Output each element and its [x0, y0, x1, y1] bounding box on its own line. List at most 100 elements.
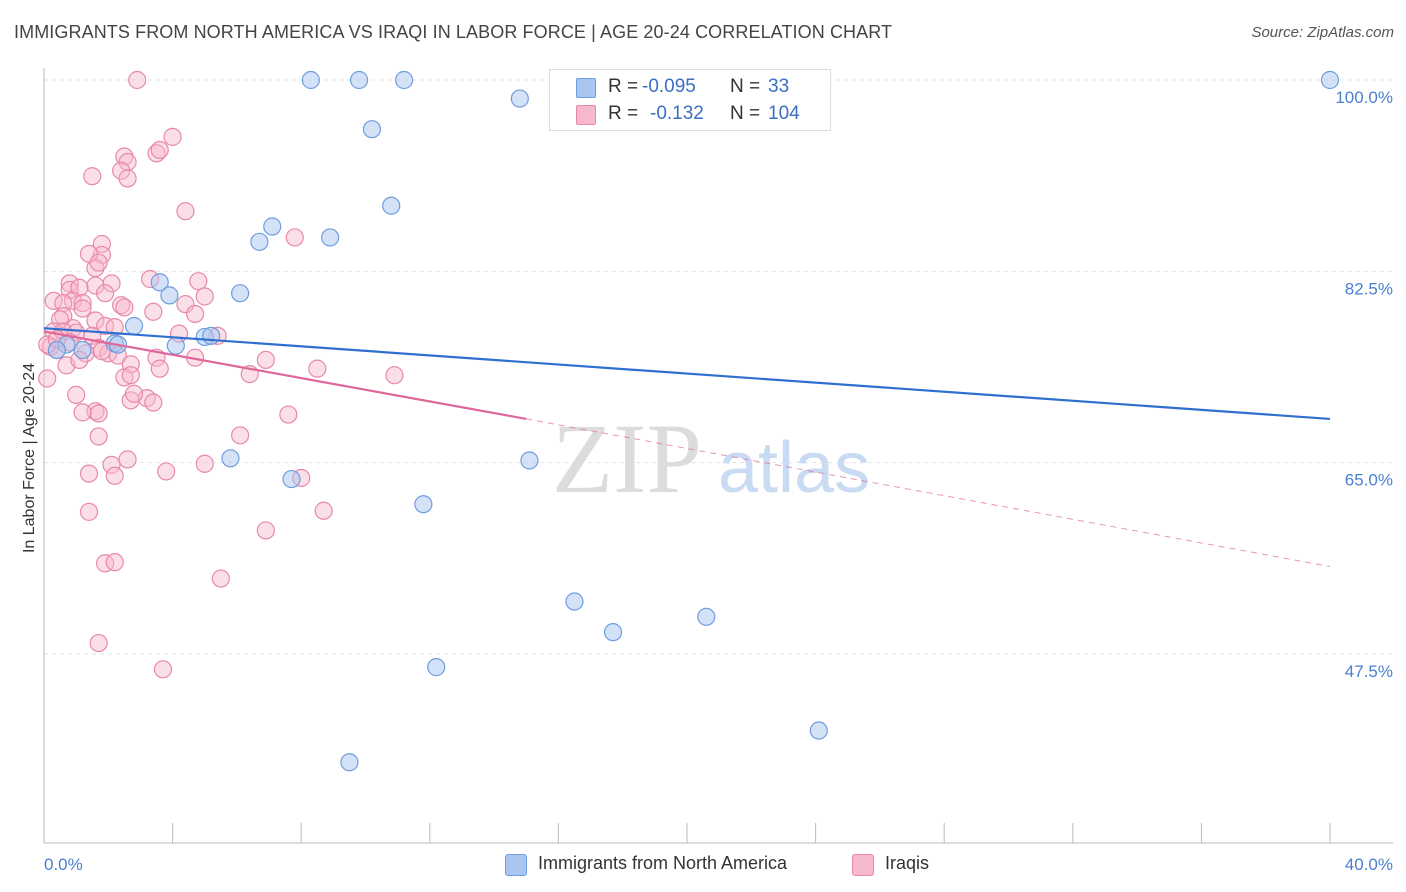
data-point-north-america [221, 449, 240, 468]
legend-n-value: 33 [768, 76, 790, 97]
data-point-iraqis [102, 274, 121, 293]
x-tick-label: 0.0% [44, 855, 83, 874]
legend-r-label: R = [608, 76, 639, 97]
data-point-north-america [427, 658, 446, 677]
y-tick-label: 82.5% [1345, 279, 1393, 298]
data-point-iraqis [256, 521, 275, 540]
data-point-iraqis [163, 127, 182, 146]
series-north-america-points [47, 70, 1340, 772]
data-point-iraqis [89, 253, 108, 272]
data-point-north-america [160, 286, 179, 305]
data-point-iraqis [256, 350, 275, 369]
tick-labels: 47.5% 65.0% 82.5% 100.0% 0.0% 40.0% [44, 88, 1393, 874]
legend-swatch-blue [576, 78, 596, 98]
data-point-iraqis [86, 311, 105, 330]
axes [43, 68, 1393, 844]
data-point-north-america [340, 753, 359, 772]
data-point-north-america [150, 273, 169, 292]
trend-line-north-america [43, 327, 1331, 421]
data-point-north-america [414, 495, 433, 514]
data-point-north-america [394, 70, 414, 90]
data-point-north-america [47, 340, 66, 360]
data-point-iraqis [385, 366, 404, 385]
data-point-iraqis [54, 307, 73, 326]
bottom-legend-label: Immigrants from North America [538, 853, 788, 873]
data-point-iraqis [147, 144, 166, 163]
y-axis-label: In Labor Force | Age 20-24 [21, 363, 38, 553]
watermark: ZIP atlas [552, 403, 870, 514]
data-point-iraqis [79, 502, 99, 521]
data-point-iraqis [112, 296, 131, 315]
data-point-iraqis [157, 462, 176, 481]
legend-r-label: R = [608, 103, 639, 124]
data-point-iraqis [144, 302, 163, 321]
data-point-iraqis [308, 359, 327, 378]
source-credit: Source: ZipAtlas.com [1251, 24, 1394, 41]
legend-row-iraqis: R = -0.132 N = 104 [550, 101, 830, 127]
correlation-legend: R = -0.095 N = 33 R = -0.132 N = 104 [549, 69, 831, 131]
bottom-legend-swatch-pink [852, 854, 874, 876]
data-point-north-america [202, 326, 221, 345]
y-tick-label: 47.5% [1345, 662, 1393, 681]
data-point-iraqis [211, 569, 230, 588]
data-point-north-america [520, 451, 539, 470]
data-point-iraqis [95, 554, 115, 573]
data-point-iraqis [73, 403, 92, 422]
chart-title: IMMIGRANTS FROM NORTH AMERICA VS IRAQI I… [14, 22, 893, 42]
data-point-north-america [697, 607, 716, 626]
bottom-legend-label: Iraqis [885, 853, 930, 873]
data-point-north-america [250, 232, 269, 251]
data-point-iraqis [95, 284, 115, 303]
data-point-iraqis [150, 359, 169, 378]
legend-r-value: -0.132 [650, 103, 704, 124]
data-point-iraqis [105, 466, 124, 485]
data-point-iraqis [115, 298, 134, 317]
data-point-north-america [301, 70, 320, 90]
data-point-north-america [603, 623, 623, 642]
data-point-iraqis [79, 464, 99, 483]
data-point-iraqis [186, 304, 205, 324]
data-point-north-america [73, 340, 92, 360]
data-point-iraqis [67, 385, 86, 404]
legend-n-value: 104 [768, 103, 800, 124]
data-point-north-america [382, 196, 401, 215]
data-point-north-america [231, 284, 250, 303]
data-point-iraqis [89, 404, 108, 423]
trend-line-iraqis [43, 330, 527, 421]
y-tick-label: 65.0% [1345, 471, 1393, 490]
legend-row-north-america: R = -0.095 N = 33 [550, 74, 830, 100]
data-point-iraqis [89, 633, 108, 653]
legend-r-value: -0.095 [642, 76, 696, 97]
data-point-iraqis [83, 167, 102, 186]
bottom-legend-swatch-blue [505, 854, 527, 876]
data-point-iraqis [195, 454, 214, 473]
data-point-north-america [809, 721, 828, 740]
data-point-iraqis [124, 384, 144, 403]
data-point-iraqis [121, 366, 140, 385]
data-point-iraqis [73, 293, 92, 313]
data-point-iraqis [105, 553, 124, 572]
legend-n-label: N = [730, 76, 761, 97]
legend-swatch-pink [576, 105, 596, 125]
data-point-iraqis [144, 393, 163, 412]
data-point-iraqis [38, 369, 57, 388]
data-point-north-america [510, 89, 529, 108]
y-tick-label: 100.0% [1335, 88, 1393, 107]
data-point-north-america [263, 217, 282, 236]
data-point-north-america [124, 316, 144, 336]
data-point-north-america [1320, 70, 1340, 90]
data-point-iraqis [153, 660, 173, 679]
x-tick-label: 40.0% [1345, 855, 1393, 874]
trend-line-iraqis-extension [526, 418, 1331, 568]
data-point-iraqis [176, 202, 195, 221]
data-point-iraqis [279, 405, 298, 424]
data-point-north-america [362, 120, 382, 139]
data-point-iraqis [195, 287, 214, 306]
data-point-iraqis [115, 147, 134, 166]
data-point-north-america [565, 592, 584, 611]
data-point-iraqis [89, 427, 108, 446]
data-point-iraqis [231, 426, 250, 445]
data-point-iraqis [118, 169, 137, 188]
trend-lines [43, 327, 1331, 568]
data-point-iraqis [86, 402, 105, 421]
